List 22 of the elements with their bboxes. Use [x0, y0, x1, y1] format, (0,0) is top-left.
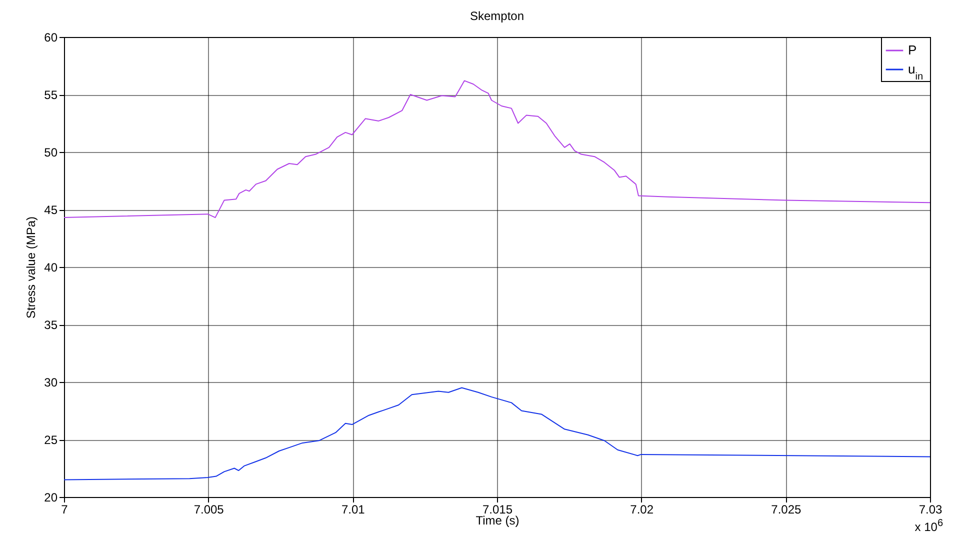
text: x 10$^{6}$: [914, 518, 943, 534]
y-tick-label: 20: [44, 490, 58, 504]
x-tick-label: 7.02: [630, 502, 654, 516]
y-axis-title: Stress value (MPa): [24, 216, 38, 319]
y-tick-label: 30: [44, 376, 58, 390]
y-tick-label: 60: [44, 30, 58, 44]
y-tick-label: 50: [44, 146, 58, 160]
y-tick-label: 25: [44, 433, 58, 447]
legend-label: P: [908, 42, 917, 58]
x-axis-title: Time (s): [476, 514, 520, 528]
y-tick-label: 45: [44, 203, 58, 217]
x-tick-label: 7.01: [341, 502, 366, 516]
y-tick-label: 55: [44, 88, 58, 102]
x-tick-label: 7.005: [194, 502, 224, 516]
y-tick-label: 40: [44, 260, 58, 274]
x-tick-label: 7: [61, 502, 68, 516]
x-tick-label: 7.03: [918, 502, 942, 516]
y-tick-label: 35: [44, 318, 58, 332]
x-tick-label: 7.015: [482, 502, 513, 516]
x-tick-label: 7.025: [771, 502, 802, 516]
chart-title: Skempton: [470, 9, 524, 23]
legend-label: u$_{in}$: [908, 62, 924, 82]
